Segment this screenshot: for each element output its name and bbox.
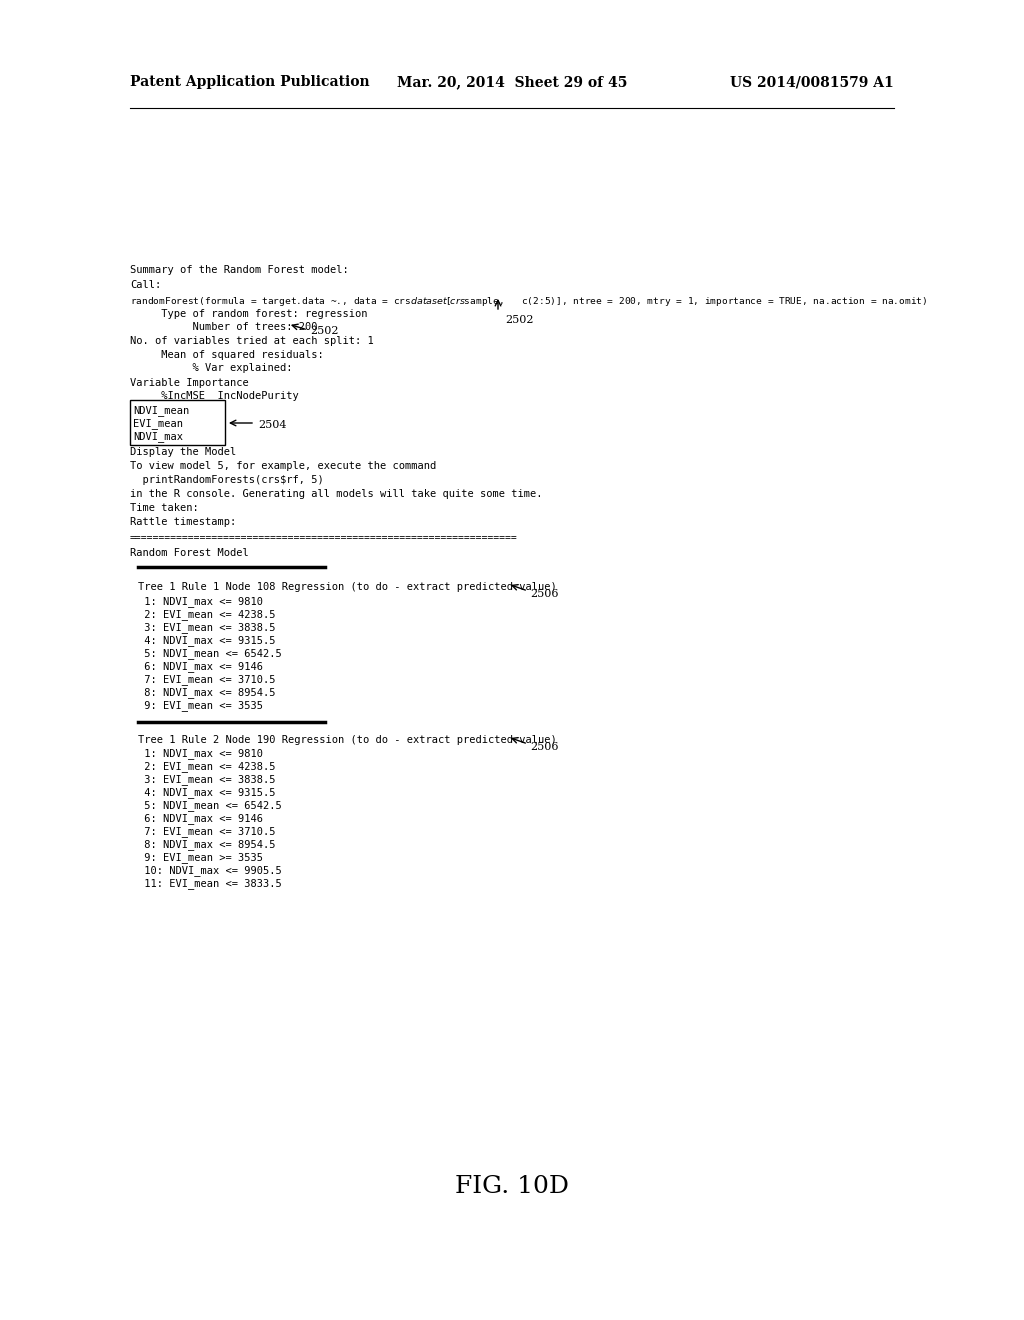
Text: Call:: Call: [130, 280, 161, 290]
Text: EVI_mean: EVI_mean [133, 418, 183, 429]
Text: 1: NDVI_max <= 9810: 1: NDVI_max <= 9810 [138, 748, 263, 759]
Text: 2506: 2506 [530, 589, 558, 599]
Text: Mar. 20, 2014  Sheet 29 of 45: Mar. 20, 2014 Sheet 29 of 45 [397, 75, 627, 88]
Text: 2506: 2506 [530, 742, 558, 752]
Text: Display the Model: Display the Model [130, 447, 237, 457]
Text: Tree 1 Rule 1 Node 108 Regression (to do - extract predicted value): Tree 1 Rule 1 Node 108 Regression (to do… [138, 582, 557, 591]
Text: 8: NDVI_max <= 8954.5: 8: NDVI_max <= 8954.5 [138, 686, 275, 698]
Text: 2504: 2504 [258, 420, 287, 430]
Text: 6: NDVI_max <= 9146: 6: NDVI_max <= 9146 [138, 813, 263, 824]
Text: Number of trees: 200: Number of trees: 200 [130, 322, 317, 333]
Text: 4: NDVI_max <= 9315.5: 4: NDVI_max <= 9315.5 [138, 635, 275, 645]
Text: 5: NDVI_mean <= 6542.5: 5: NDVI_mean <= 6542.5 [138, 800, 282, 810]
Text: 2: EVI_mean <= 4238.5: 2: EVI_mean <= 4238.5 [138, 609, 275, 620]
Text: Summary of the Random Forest model:: Summary of the Random Forest model: [130, 265, 349, 275]
Text: Mean of squared residuals:: Mean of squared residuals: [130, 350, 324, 360]
Text: 9: EVI_mean >= 3535: 9: EVI_mean >= 3535 [138, 851, 263, 863]
Text: Tree 1 Rule 2 Node 190 Regression (to do - extract predicted value): Tree 1 Rule 2 Node 190 Regression (to do… [138, 735, 557, 744]
Text: ==================================================================: ========================================… [130, 533, 518, 543]
Text: % Var explained:: % Var explained: [130, 363, 293, 374]
Text: Patent Application Publication: Patent Application Publication [130, 75, 370, 88]
Text: NDVI_mean: NDVI_mean [133, 405, 189, 416]
Text: 1: NDVI_max <= 9810: 1: NDVI_max <= 9810 [138, 597, 263, 607]
Text: Variable Importance: Variable Importance [130, 378, 249, 388]
Text: 2: EVI_mean <= 4238.5: 2: EVI_mean <= 4238.5 [138, 762, 275, 772]
Text: 7: EVI_mean <= 3710.5: 7: EVI_mean <= 3710.5 [138, 675, 275, 685]
Text: 2502: 2502 [505, 315, 534, 325]
Text: 4: NDVI_max <= 9315.5: 4: NDVI_max <= 9315.5 [138, 787, 275, 797]
Text: To view model 5, for example, execute the command: To view model 5, for example, execute th… [130, 461, 436, 471]
Text: 6: NDVI_max <= 9146: 6: NDVI_max <= 9146 [138, 661, 263, 672]
Bar [130, 400, 225, 445]
Text: 7: EVI_mean <= 3710.5: 7: EVI_mean <= 3710.5 [138, 826, 275, 837]
Text: randomForest(formula = target.data ~., data = crs$dataset[crs$sample,   c(2:5)],: randomForest(formula = target.data ~., d… [130, 294, 928, 308]
Text: 9: EVI_mean <= 3535: 9: EVI_mean <= 3535 [138, 700, 263, 711]
Text: 2502: 2502 [310, 326, 339, 337]
Text: 3: EVI_mean <= 3838.5: 3: EVI_mean <= 3838.5 [138, 622, 275, 632]
Text: in the R console. Generating all models will take quite some time.: in the R console. Generating all models … [130, 488, 543, 499]
Text: 3: EVI_mean <= 3838.5: 3: EVI_mean <= 3838.5 [138, 774, 275, 785]
Text: 10: NDVI_max <= 9905.5: 10: NDVI_max <= 9905.5 [138, 865, 282, 876]
Text: printRandomForests(crs$rf, 5): printRandomForests(crs$rf, 5) [130, 475, 324, 484]
Text: US 2014/0081579 A1: US 2014/0081579 A1 [730, 75, 894, 88]
Text: 5: NDVI_mean <= 6542.5: 5: NDVI_mean <= 6542.5 [138, 648, 282, 659]
Text: Rattle timestamp:: Rattle timestamp: [130, 517, 237, 527]
Text: Random Forest Model: Random Forest Model [130, 548, 249, 558]
Text: 11: EVI_mean <= 3833.5: 11: EVI_mean <= 3833.5 [138, 878, 282, 888]
Text: Type of random forest: regression: Type of random forest: regression [130, 309, 368, 319]
Text: NDVI_max: NDVI_max [133, 432, 183, 442]
Text: No. of variables tried at each split: 1: No. of variables tried at each split: 1 [130, 337, 374, 346]
Text: Time taken:: Time taken: [130, 503, 199, 513]
Text: 8: NDVI_max <= 8954.5: 8: NDVI_max <= 8954.5 [138, 840, 275, 850]
Text: %IncMSE  IncNodePurity: %IncMSE IncNodePurity [130, 391, 299, 401]
Text: FIG. 10D: FIG. 10D [455, 1175, 569, 1199]
